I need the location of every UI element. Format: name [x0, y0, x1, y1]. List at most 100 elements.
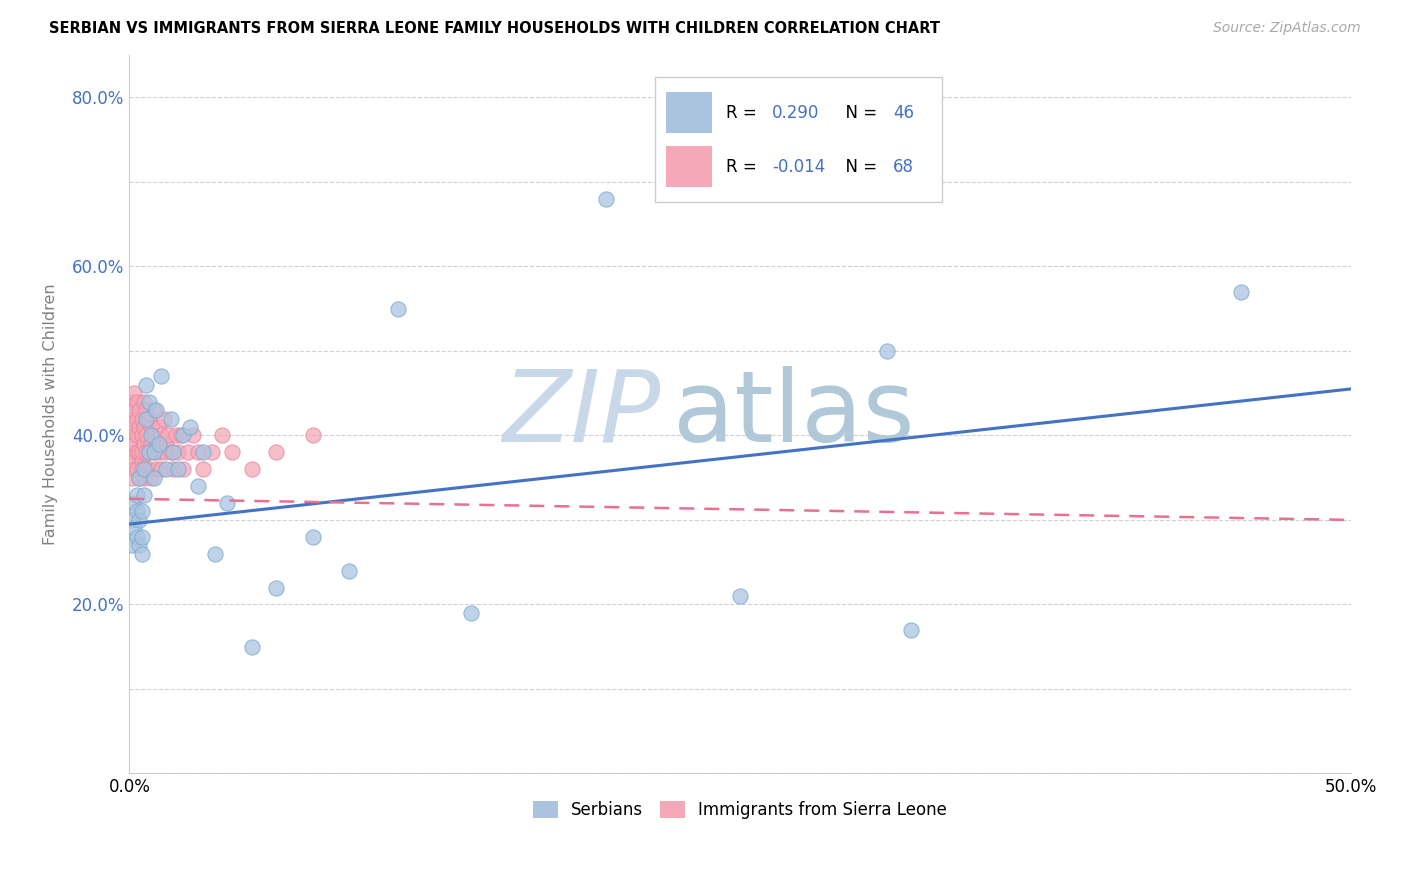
- Point: [204, 547, 226, 561]
- Point: [135, 445, 157, 459]
- Point: [148, 420, 170, 434]
- Point: [337, 564, 360, 578]
- Point: [301, 530, 323, 544]
- Point: [264, 445, 287, 459]
- Point: [387, 301, 409, 316]
- Point: [301, 428, 323, 442]
- Point: [125, 530, 148, 544]
- Point: [179, 420, 201, 434]
- Point: [211, 428, 233, 442]
- Point: [142, 428, 165, 442]
- Point: [191, 462, 214, 476]
- Point: [131, 445, 153, 459]
- Point: [728, 589, 751, 603]
- Point: [165, 428, 187, 442]
- Point: [142, 445, 165, 459]
- Point: [141, 437, 163, 451]
- Point: [240, 462, 263, 476]
- Point: [264, 581, 287, 595]
- Point: [217, 496, 239, 510]
- Point: [125, 411, 148, 425]
- Point: [121, 538, 143, 552]
- Point: [141, 420, 163, 434]
- Point: [145, 403, 167, 417]
- Point: [595, 192, 617, 206]
- Point: [131, 411, 153, 425]
- Point: [148, 437, 170, 451]
- Point: [157, 428, 180, 442]
- Point: [132, 437, 155, 451]
- Text: atlas: atlas: [673, 366, 914, 463]
- Point: [125, 445, 148, 459]
- Point: [131, 504, 153, 518]
- Point: [125, 462, 148, 476]
- Point: [155, 462, 177, 476]
- Point: [141, 470, 163, 484]
- Point: [135, 377, 157, 392]
- Point: [121, 411, 143, 425]
- Point: [150, 428, 173, 442]
- Point: [128, 470, 150, 484]
- Point: [131, 530, 153, 544]
- Point: [152, 411, 174, 425]
- Point: [142, 470, 165, 484]
- Point: [132, 470, 155, 484]
- Point: [138, 394, 160, 409]
- Point: [150, 462, 173, 476]
- Point: [131, 454, 153, 468]
- Point: [122, 386, 145, 401]
- Point: [169, 428, 191, 442]
- Point: [122, 521, 145, 535]
- Point: [138, 462, 160, 476]
- Point: [160, 445, 183, 459]
- Point: [138, 445, 160, 459]
- Point: [122, 462, 145, 476]
- Point: [128, 470, 150, 484]
- Point: [181, 428, 204, 442]
- Point: [128, 403, 150, 417]
- Point: [132, 462, 155, 476]
- Point: [201, 445, 224, 459]
- Point: [160, 411, 183, 425]
- Point: [122, 428, 145, 442]
- Point: [150, 369, 173, 384]
- Point: [128, 513, 150, 527]
- Point: [125, 504, 148, 518]
- Point: [172, 462, 194, 476]
- Point: [187, 445, 209, 459]
- Point: [900, 623, 922, 637]
- Point: [135, 411, 157, 425]
- Point: [125, 428, 148, 442]
- Point: [122, 454, 145, 468]
- Point: [135, 403, 157, 417]
- Point: [121, 513, 143, 527]
- Point: [128, 420, 150, 434]
- Y-axis label: Family Households with Children: Family Households with Children: [44, 284, 58, 545]
- Point: [460, 606, 482, 620]
- Point: [142, 445, 165, 459]
- Point: [162, 462, 184, 476]
- Point: [121, 470, 143, 484]
- Point: [122, 496, 145, 510]
- Point: [148, 445, 170, 459]
- Point: [145, 462, 167, 476]
- Point: [138, 411, 160, 425]
- Point: [1230, 285, 1253, 299]
- Point: [135, 428, 157, 442]
- Point: [132, 487, 155, 501]
- Point: [152, 445, 174, 459]
- Text: ZIP: ZIP: [502, 366, 661, 463]
- Point: [221, 445, 243, 459]
- Point: [125, 394, 148, 409]
- Point: [141, 428, 163, 442]
- Point: [132, 420, 155, 434]
- Point: [138, 445, 160, 459]
- Point: [240, 640, 263, 654]
- Point: [122, 403, 145, 417]
- Text: SERBIAN VS IMMIGRANTS FROM SIERRA LEONE FAMILY HOUSEHOLDS WITH CHILDREN CORRELAT: SERBIAN VS IMMIGRANTS FROM SIERRA LEONE …: [49, 21, 941, 36]
- Point: [121, 445, 143, 459]
- Point: [122, 437, 145, 451]
- Point: [162, 445, 184, 459]
- Point: [187, 479, 209, 493]
- Point: [128, 445, 150, 459]
